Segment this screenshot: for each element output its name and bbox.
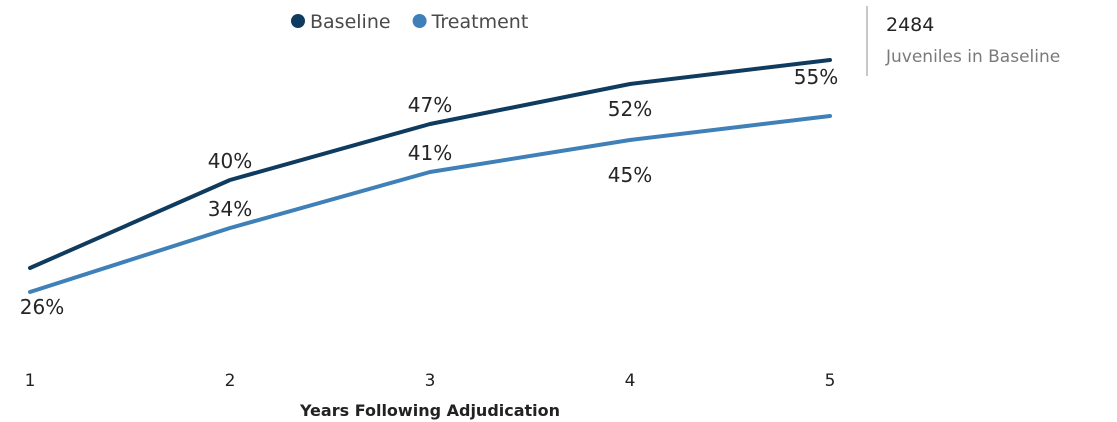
line-chart: Baseline Treatment 40%47% 52%55%26%34%41%4… (20, 11, 838, 420)
x-axis-title: Years Following Adjudication (299, 401, 560, 420)
data-label-treatment-3: 41% (408, 141, 452, 165)
legend-label-treatment[interactable]: Treatment (431, 11, 529, 33)
chart-legend[interactable]: Baseline Treatment (291, 11, 528, 33)
x-tick-label: 5 (825, 371, 836, 391)
legend-label-baseline[interactable]: Baseline (310, 11, 391, 33)
x-tick-label: 2 (225, 371, 236, 391)
x-tick-label: 1 (25, 371, 36, 391)
data-label-baseline-4: 52% (608, 97, 652, 121)
data-label-treatment-4: 45% (608, 163, 652, 187)
series-lines (28, 58, 832, 294)
series-line-baseline (28, 58, 832, 270)
x-tick-label: 4 (625, 371, 636, 391)
data-labels: 40% 47% 52% 55% 26% 34% 41% 45% (20, 65, 838, 319)
kpi-label: Juveniles in Baseline (886, 47, 1061, 67)
x-axis-ticks: 1 2 3 4 5 (25, 371, 836, 391)
data-label-baseline-3: 47% (408, 93, 452, 117)
series-line-treatment (28, 114, 832, 294)
legend-marker-treatment[interactable] (412, 14, 427, 28)
data-label-treatment-2: 34% (208, 197, 252, 221)
data-label-baseline-5: 55% (794, 65, 838, 89)
data-label-treatment-1: 26% (20, 295, 64, 319)
x-tick-label: 3 (425, 371, 436, 391)
kpi-card: 2484 Juveniles in Baseline (866, 6, 1060, 76)
legend-marker-baseline[interactable] (291, 14, 305, 28)
kpi-value: 2484 (886, 14, 935, 36)
data-label-baseline-2: 40% (208, 149, 252, 173)
